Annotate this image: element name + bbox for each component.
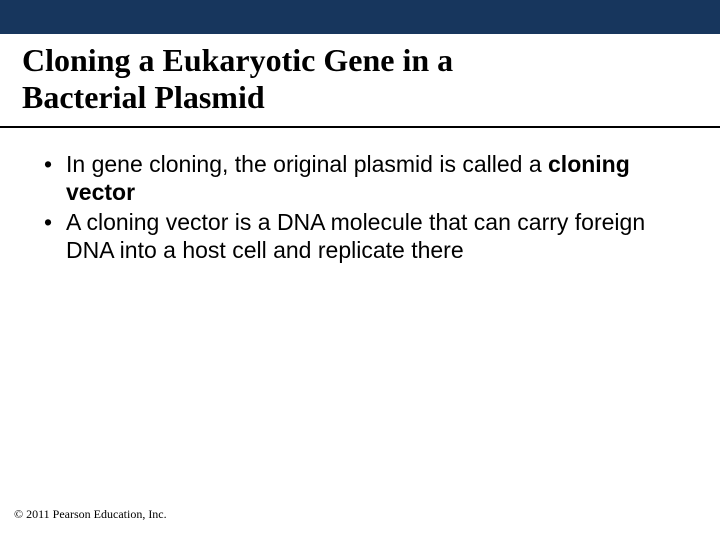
bullet-text-pre: A cloning vector is a DNA molecule that … xyxy=(66,209,645,263)
slide-title: Cloning a Eukaryotic Gene in a Bacterial… xyxy=(22,42,698,116)
title-line-1: Cloning a Eukaryotic Gene in a xyxy=(22,42,453,78)
title-block: Cloning a Eukaryotic Gene in a Bacterial… xyxy=(0,34,720,120)
bullet-text-pre: In gene cloning, the original plasmid is… xyxy=(66,151,548,177)
list-item: In gene cloning, the original plasmid is… xyxy=(38,150,682,206)
list-item: A cloning vector is a DNA molecule that … xyxy=(38,208,682,264)
header-color-bar xyxy=(0,0,720,34)
content-area: In gene cloning, the original plasmid is… xyxy=(0,128,720,264)
bullet-list: In gene cloning, the original plasmid is… xyxy=(38,150,682,264)
copyright-text: © 2011 Pearson Education, Inc. xyxy=(14,507,167,522)
title-line-2: Bacterial Plasmid xyxy=(22,79,265,115)
